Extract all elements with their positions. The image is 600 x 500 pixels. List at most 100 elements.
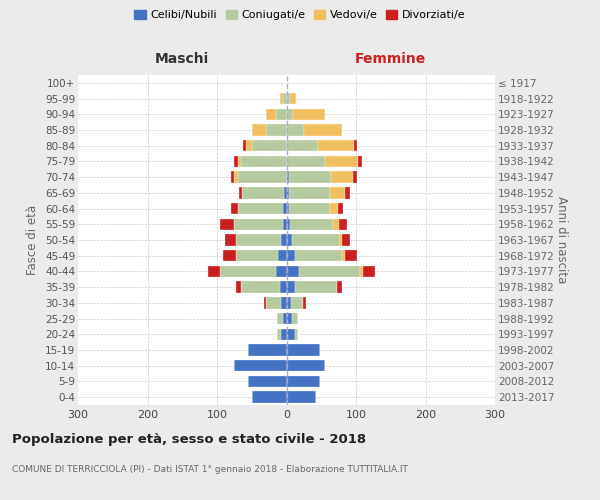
Bar (292, 313, 298, 324)
Bar (295, 328, 298, 340)
Bar (208, 266, 220, 277)
Bar (248, 344, 287, 356)
Bar (287, 313, 292, 324)
Bar (295, 250, 342, 262)
Bar (276, 108, 287, 120)
Bar (280, 93, 283, 104)
Bar (360, 266, 363, 277)
Bar (276, 266, 287, 277)
Bar (329, 203, 338, 214)
Bar (238, 203, 283, 214)
Bar (325, 156, 358, 167)
Bar (345, 250, 358, 262)
Bar (235, 360, 287, 372)
Bar (277, 313, 283, 324)
Bar (299, 266, 360, 277)
Bar (287, 108, 293, 120)
Legend: Celibi/Nubili, Coniugati/e, Vedovi/e, Divorziati/e: Celibi/Nubili, Coniugati/e, Vedovi/e, Di… (130, 6, 470, 25)
Bar (223, 250, 236, 262)
Bar (283, 93, 287, 104)
Bar (287, 266, 299, 277)
Bar (287, 218, 290, 230)
Bar (239, 187, 242, 198)
Bar (287, 203, 289, 214)
Bar (266, 108, 276, 120)
Bar (238, 172, 287, 183)
Bar (243, 140, 246, 151)
Bar (277, 328, 281, 340)
Bar (278, 250, 287, 262)
Bar (248, 376, 287, 387)
Bar (287, 156, 325, 167)
Text: Femmine: Femmine (355, 52, 427, 66)
Bar (252, 392, 287, 403)
Bar (289, 203, 329, 214)
Bar (231, 172, 235, 183)
Bar (283, 218, 287, 230)
Bar (345, 187, 350, 198)
Bar (329, 187, 345, 198)
Bar (289, 187, 329, 198)
Bar (287, 93, 290, 104)
Text: Maschi: Maschi (155, 52, 209, 66)
Bar (337, 282, 342, 293)
Bar (236, 250, 278, 262)
Bar (304, 124, 342, 136)
Bar (293, 108, 325, 120)
Bar (266, 124, 287, 136)
Bar (235, 156, 238, 167)
Bar (236, 234, 281, 246)
Bar (287, 360, 325, 372)
Bar (295, 282, 337, 293)
Bar (263, 297, 266, 308)
Bar (290, 297, 303, 308)
Bar (290, 93, 296, 104)
Bar (358, 156, 362, 167)
Bar (287, 234, 292, 246)
Bar (266, 297, 281, 308)
Bar (287, 172, 289, 183)
Bar (290, 218, 333, 230)
Bar (354, 140, 356, 151)
Bar (241, 282, 280, 293)
Text: COMUNE DI TERRICCIOLA (PI) - Dati ISTAT 1° gennaio 2018 - Elaborazione TUTTITALI: COMUNE DI TERRICCIOLA (PI) - Dati ISTAT … (12, 466, 408, 474)
Bar (353, 172, 356, 183)
Bar (338, 203, 343, 214)
Bar (280, 282, 287, 293)
Bar (363, 266, 376, 277)
Bar (231, 203, 238, 214)
Bar (287, 297, 290, 308)
Bar (281, 234, 287, 246)
Bar (252, 140, 287, 151)
Bar (289, 172, 331, 183)
Bar (342, 250, 345, 262)
Bar (284, 187, 287, 198)
Bar (287, 250, 295, 262)
Bar (287, 124, 304, 136)
Bar (235, 172, 238, 183)
Bar (287, 282, 295, 293)
Bar (246, 140, 252, 151)
Bar (303, 297, 306, 308)
Bar (331, 172, 353, 183)
Bar (283, 313, 287, 324)
Text: Popolazione per età, sesso e stato civile - 2018: Popolazione per età, sesso e stato civil… (12, 432, 366, 446)
Bar (241, 156, 287, 167)
Bar (281, 328, 287, 340)
Bar (238, 156, 241, 167)
Bar (252, 124, 266, 136)
Bar (287, 392, 316, 403)
Bar (318, 140, 354, 151)
Bar (340, 234, 342, 246)
Bar (283, 203, 287, 214)
Bar (333, 218, 338, 230)
Bar (226, 234, 236, 246)
Y-axis label: Anni di nascita: Anni di nascita (556, 196, 568, 284)
Bar (287, 187, 289, 198)
Bar (281, 297, 287, 308)
Bar (220, 218, 235, 230)
Bar (287, 376, 320, 387)
Bar (235, 218, 283, 230)
Y-axis label: Fasce di età: Fasce di età (26, 205, 40, 275)
Bar (236, 282, 241, 293)
